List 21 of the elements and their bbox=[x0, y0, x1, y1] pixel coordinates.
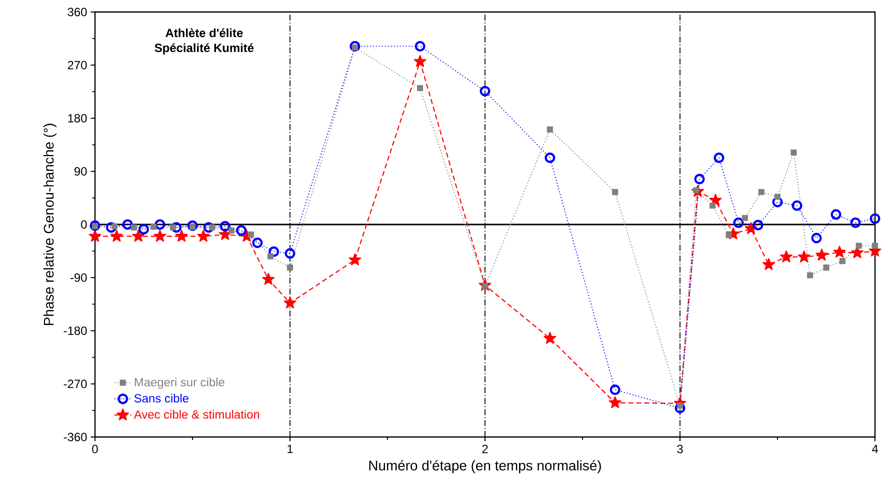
y-axis-title: Phase relative Genou-hanche (°) bbox=[43, 124, 56, 325]
legend-label: Avec cible & stimulation bbox=[134, 410, 260, 419]
x-tick-label: 3 bbox=[677, 444, 683, 454]
y-tick-label: -180 bbox=[64, 326, 87, 335]
y-tick-label: 270 bbox=[68, 60, 87, 70]
legend-label: Maegeri sur cible bbox=[134, 378, 224, 389]
x-tick-label: 2 bbox=[482, 444, 488, 454]
annotation: Athlète d'élite bbox=[166, 28, 243, 38]
x-tick-label: 1 bbox=[288, 444, 293, 453]
y-tick-label: -90 bbox=[70, 273, 87, 282]
y-tick-label: -360 bbox=[64, 432, 87, 442]
y-tick-label: 90 bbox=[74, 167, 87, 176]
y-tick-label: 0 bbox=[81, 220, 87, 229]
annotation: Spécialité Kumité bbox=[154, 43, 254, 54]
x-tick-label: 0 bbox=[92, 444, 98, 454]
y-tick-label: 360 bbox=[68, 8, 87, 16]
y-tick-label: 180 bbox=[68, 114, 87, 122]
legend-label: Sans cible bbox=[134, 394, 188, 403]
x-tick-label: 4 bbox=[872, 444, 878, 453]
x-axis-title: Numéro d'étape (en temps normalisé) bbox=[369, 460, 601, 474]
y-tick-label: -270 bbox=[64, 380, 87, 388]
